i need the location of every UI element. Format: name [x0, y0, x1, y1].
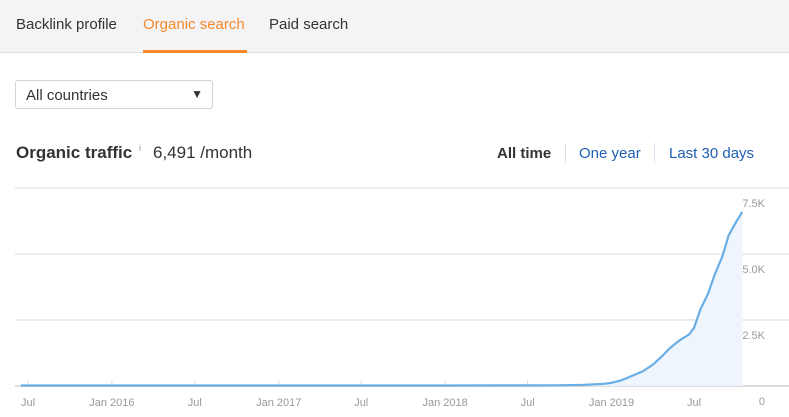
active-tab-indicator [143, 50, 247, 53]
y-tick-label: 2.5K [742, 330, 765, 342]
x-tick-label: Jul [687, 397, 701, 409]
range-last-30-days[interactable]: Last 30 days [669, 145, 755, 162]
x-tick-label: Jan 2018 [422, 397, 467, 409]
y-tick-label: 5.0K [742, 264, 765, 276]
x-tick-label: Jul [354, 397, 368, 409]
series-line [20, 211, 744, 387]
metric-value: 6,491 /month [153, 143, 253, 162]
info-icon[interactable]: i [139, 143, 141, 153]
x-tick-label: Jul [21, 397, 35, 409]
tab-backlink-profile[interactable]: Backlink profile [16, 16, 117, 33]
range-one-year[interactable]: One year [579, 145, 641, 162]
x-tick-label: Jul [188, 397, 202, 409]
range-all-time[interactable]: All time [497, 145, 552, 162]
triangle-down-icon: ▼ [191, 87, 203, 101]
x-tick-label: Jan 2016 [89, 397, 134, 409]
country-select[interactable]: All countries ▼ [15, 80, 213, 109]
x-tick-label: Jan 2019 [589, 397, 634, 409]
tab-organic-search[interactable]: Organic search [143, 16, 245, 33]
series-area [15, 211, 743, 386]
divider [565, 143, 566, 163]
y-tick-label: 7.5K [742, 198, 765, 210]
metric-title: Organic traffic [16, 143, 133, 162]
tab-paid-search[interactable]: Paid search [269, 16, 349, 33]
y-tick-label: 0 [759, 396, 765, 408]
country-select-value: All countries [26, 87, 108, 104]
x-tick-label: Jan 2017 [256, 397, 301, 409]
tab-bar: Backlink profile Organic search Paid sea… [0, 0, 789, 53]
x-tick-label: Jul [521, 397, 535, 409]
divider [654, 143, 655, 163]
